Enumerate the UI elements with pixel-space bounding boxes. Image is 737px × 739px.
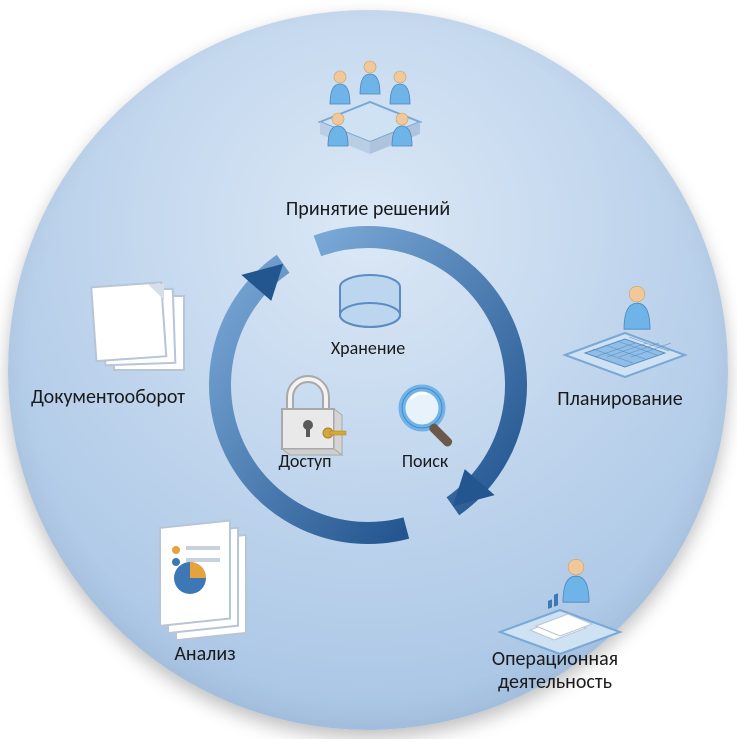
- label-search: Поиск: [305, 451, 545, 472]
- label-analysis: Анализ: [85, 643, 325, 666]
- label-ops: Операционнаядеятельность: [435, 648, 675, 694]
- meeting-icon: [300, 30, 440, 170]
- label-docs: Документооборот: [0, 386, 228, 409]
- label-planning: Планирование: [500, 388, 737, 411]
- documents-icon: [80, 270, 200, 380]
- reports-icon: [140, 510, 270, 650]
- diagram-stage: Принятие решений Планирование Операционная…: [0, 0, 737, 739]
- label-decision: Принятие решений: [248, 198, 488, 221]
- label-storage: Хранение: [248, 338, 488, 359]
- database-icon: [330, 265, 410, 345]
- planner-icon: [555, 245, 695, 395]
